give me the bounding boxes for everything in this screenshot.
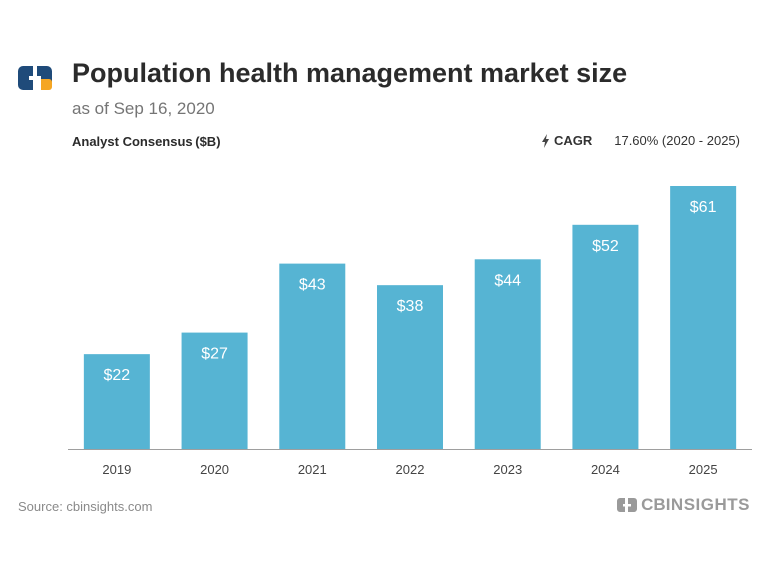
brand-suffix: INSIGHTS [665, 495, 750, 514]
x-tick-label-2021: 2021 [298, 462, 327, 477]
x-tick-label-2023: 2023 [493, 462, 522, 477]
brand-logo: CB INSIGHTS [617, 495, 750, 515]
bar-value-label-2021: $43 [299, 277, 326, 294]
bar-value-label-2020: $27 [201, 346, 228, 363]
bar-value-label-2022: $38 [397, 298, 424, 315]
bar-value-label-2023: $44 [494, 272, 521, 289]
x-tick-label-2019: 2019 [102, 462, 131, 477]
bar-2023 [474, 259, 541, 449]
bar-value-label-2019: $22 [104, 367, 131, 384]
x-tick-label-2024: 2024 [591, 462, 620, 477]
bar-value-label-2024: $52 [592, 238, 619, 255]
cb-brand-icon [617, 498, 638, 512]
brand-prefix: CB [641, 495, 666, 514]
series-label: Analyst Consensus ($B) [72, 134, 221, 149]
bar-2022 [377, 285, 443, 449]
bar-value-label-2025: $61 [690, 199, 717, 216]
x-tick-label-2022: 2022 [396, 462, 425, 477]
cagr-info: CAGR 17.60% (2020 - 2025) [541, 133, 740, 148]
cagr-label: CAGR [553, 133, 593, 148]
bar-2025 [670, 186, 737, 449]
bar-2019 [83, 354, 150, 449]
cb-logo-icon [18, 66, 52, 90]
bar-2020 [181, 332, 248, 449]
chart-subtitle: as of Sep 16, 2020 [72, 99, 215, 118]
x-tick-label-2025: 2025 [689, 462, 718, 477]
bar-2024 [572, 224, 639, 449]
lightning-icon [541, 133, 549, 148]
source-text: Source: cbinsights.com [18, 499, 153, 514]
bar-2021 [279, 263, 346, 449]
chart-title: Population health management market size [72, 58, 628, 88]
cagr-value: 17.60% (2020 - 2025) [614, 133, 740, 148]
x-tick-label-2020: 2020 [200, 462, 229, 477]
